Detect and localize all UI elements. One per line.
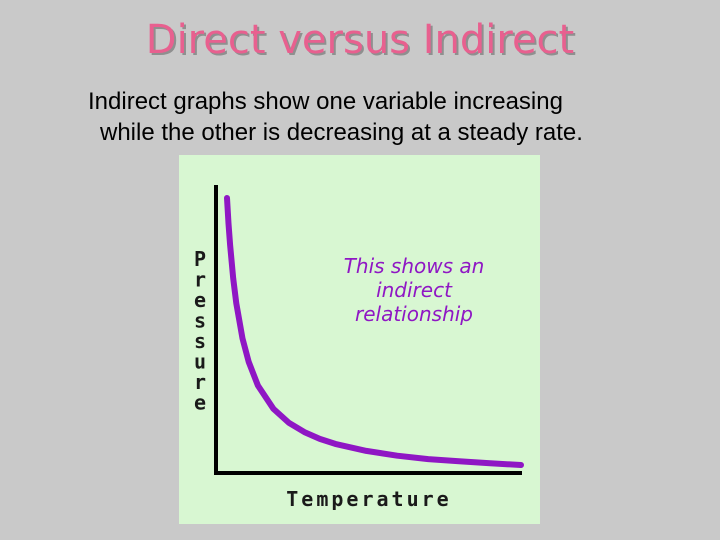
y-axis-label-letter: e: [194, 288, 206, 312]
chart-annotation-line: relationship: [355, 302, 473, 326]
slide-body-text: Indirect graphs show one variable increa…: [88, 86, 688, 148]
chart-series-layer: [224, 195, 524, 468]
slide-title: Direct versus Indirect: [145, 17, 575, 63]
x-axis-label: Temperature: [286, 487, 451, 511]
y-axis-label-letter: e: [194, 391, 206, 415]
y-axis-label-letter: r: [194, 268, 206, 292]
chart-axes: [214, 185, 522, 475]
y-axis-label-letter: u: [194, 350, 206, 374]
y-axis-label-letter: s: [194, 329, 206, 353]
body-line-1: Indirect graphs show one variable increa…: [88, 88, 563, 115]
y-axis-label-letter: P: [194, 247, 206, 271]
chart-annotation-line: indirect: [376, 278, 453, 302]
y-axis-label-letter: r: [194, 370, 206, 394]
pressure-curve: [224, 195, 524, 468]
y-axis-label-letter: s: [194, 309, 206, 333]
body-line-2: while the other is decreasing at a stead…: [100, 119, 583, 146]
chart-annotation-line: This shows an: [344, 254, 485, 278]
